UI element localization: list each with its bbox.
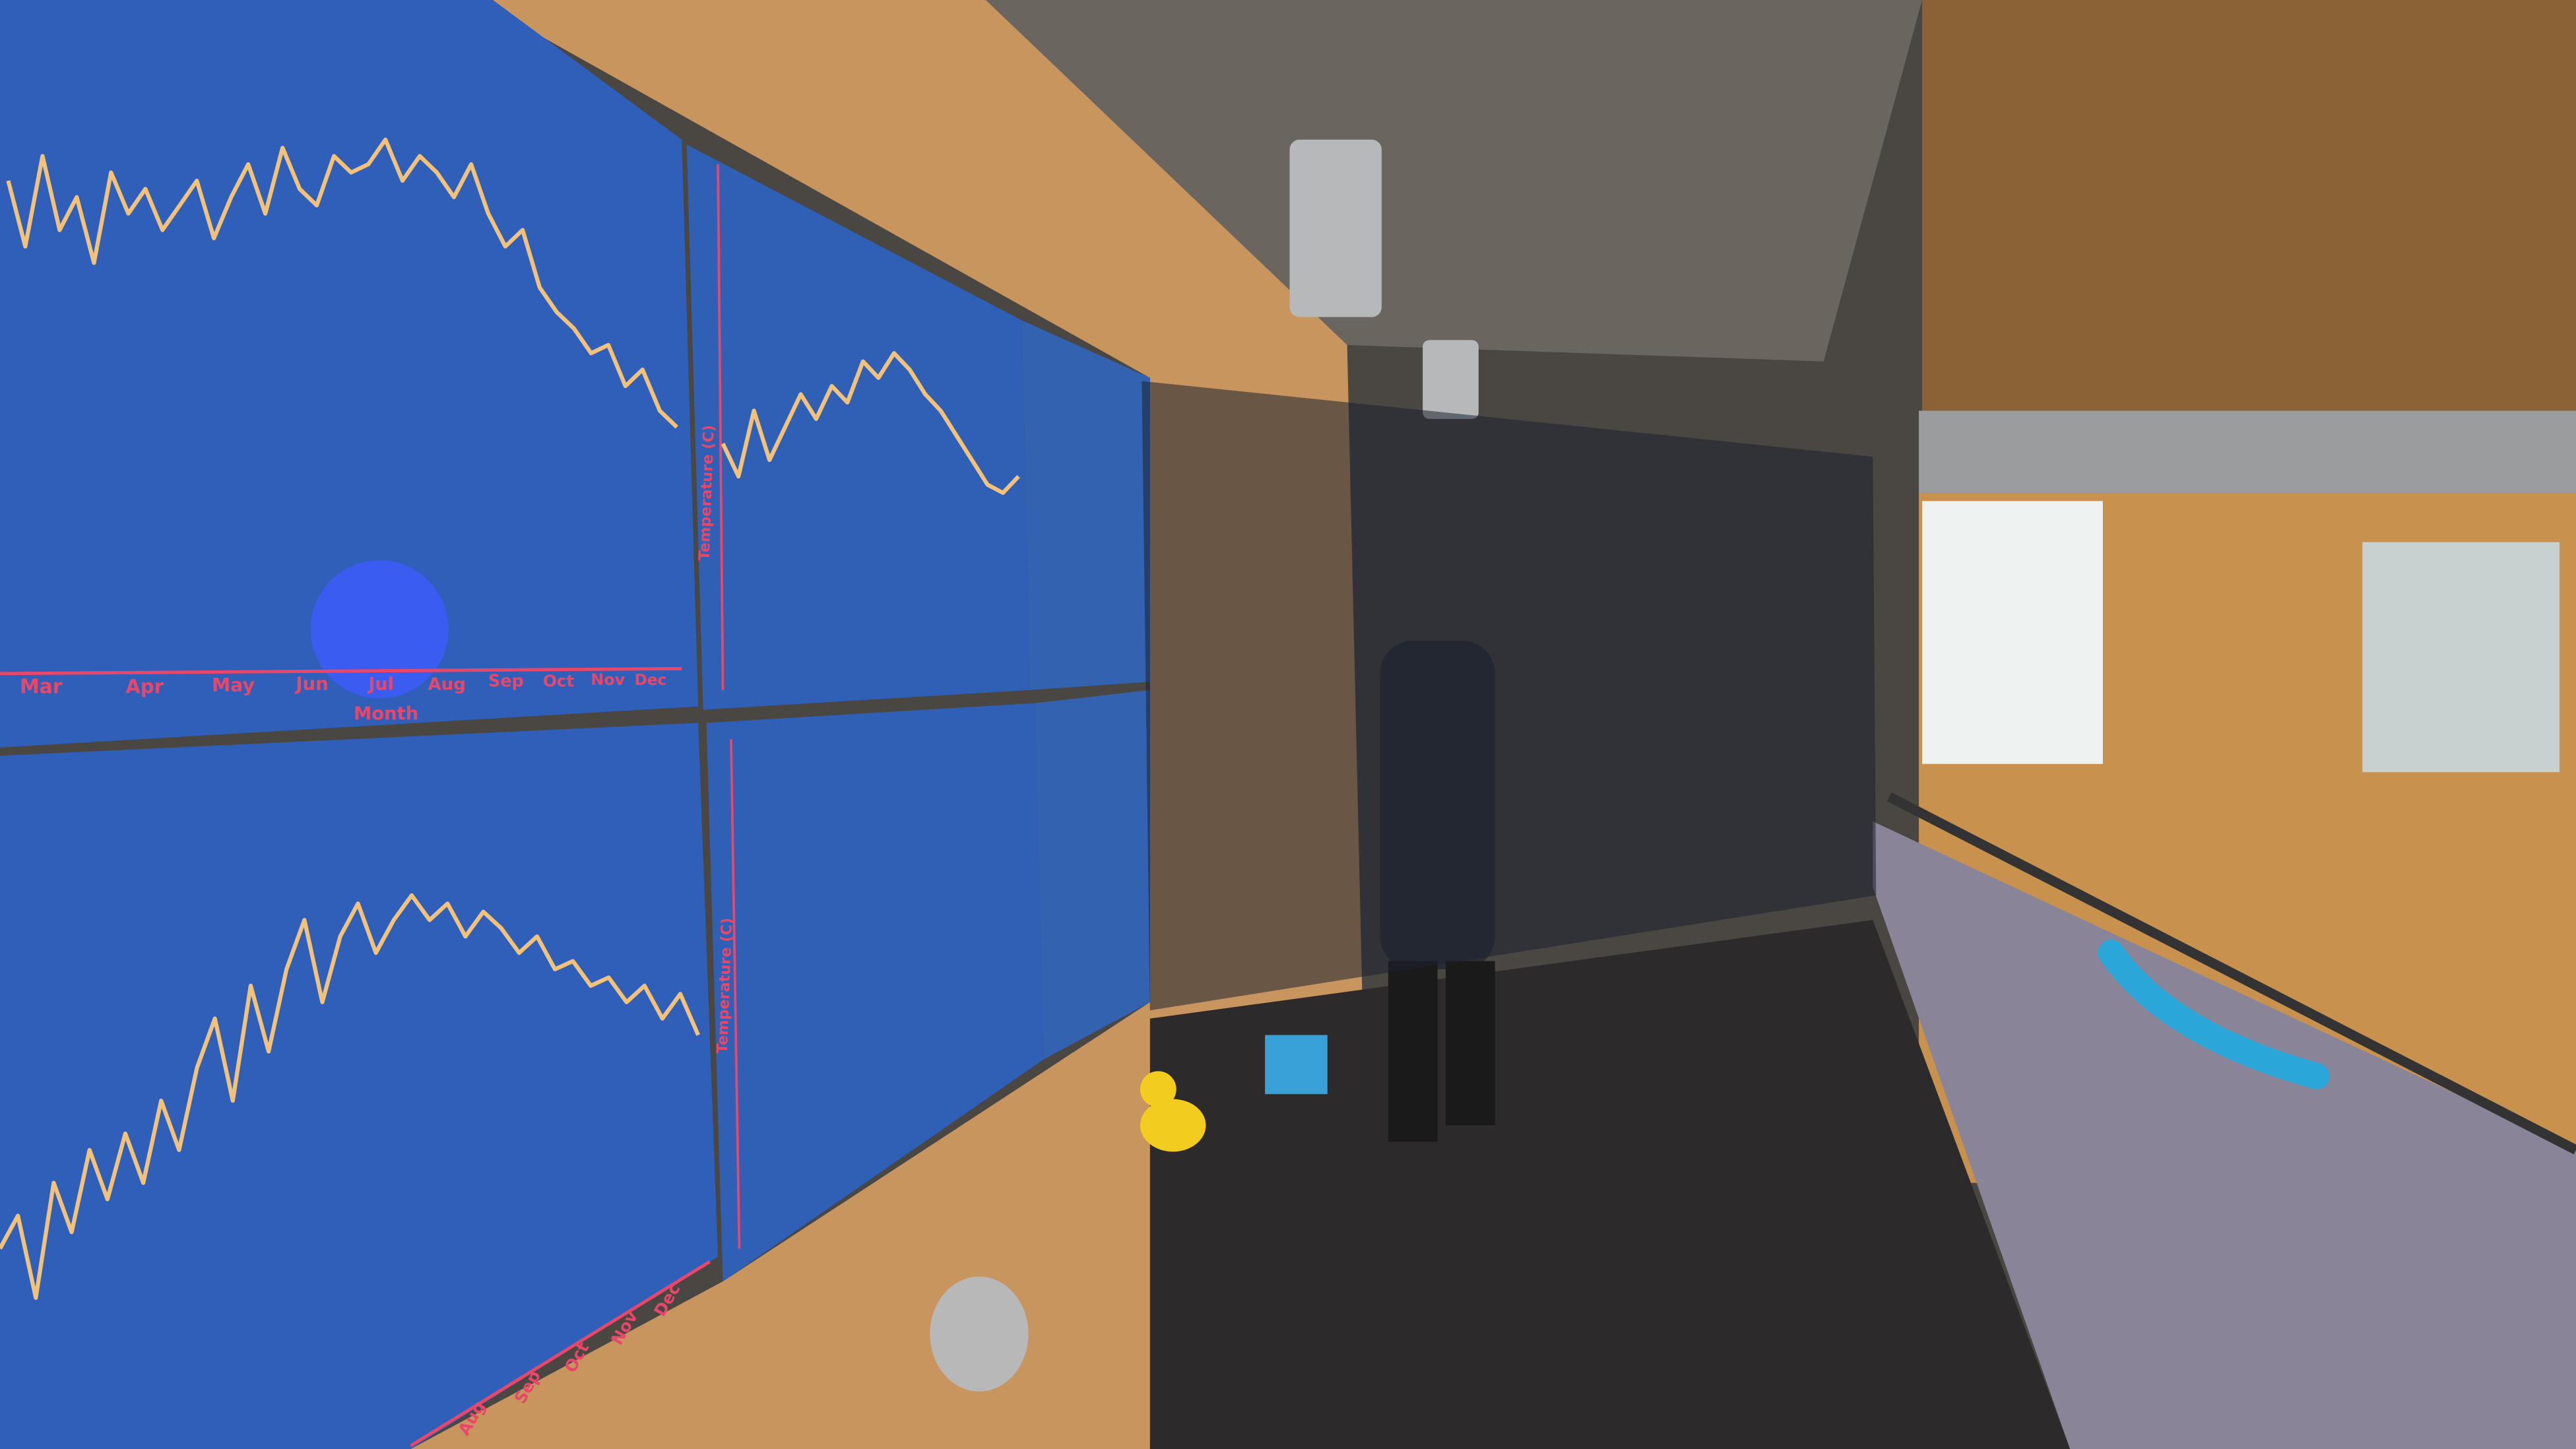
person-leg [1446, 961, 1495, 1126]
ceiling-wood [1922, 0, 2576, 428]
x-tick-label: Mar [20, 676, 63, 699]
elevator [2362, 542, 2560, 773]
x-tick-label: Oct [543, 672, 575, 691]
cursor-blob [310, 560, 449, 699]
duct [1919, 410, 2576, 493]
x-tick-label: Jul [367, 674, 393, 695]
window [1922, 501, 2103, 764]
railing-wall [1873, 821, 2576, 1449]
pool-noodle [2098, 940, 2330, 1089]
x-tick-label: Nov [591, 670, 625, 689]
x-tick-label: Jun [294, 673, 329, 695]
lamp [1423, 340, 1479, 419]
ceiling [985, 0, 1923, 362]
screen [1021, 320, 1150, 690]
screen [1035, 690, 1150, 1060]
x-axis [0, 666, 682, 676]
temperature-line [6, 137, 678, 429]
x-tick-label: Apr [125, 676, 164, 698]
person-leg [1388, 961, 1438, 1142]
x-tick-label: Dec [635, 672, 667, 689]
x-axis-title: Month [354, 704, 418, 724]
screen [686, 145, 1031, 710]
wood-wall [410, 0, 1364, 1449]
lamp [1289, 139, 1382, 317]
rubber-duck [1140, 1071, 1176, 1108]
x-tick-label: Sep [488, 671, 524, 691]
temperature-line [0, 893, 701, 1301]
transparent-screen [1142, 381, 1877, 1011]
y-axis [717, 164, 724, 690]
rubber-duck [1140, 1099, 1206, 1152]
x-tick-label: Aug [428, 675, 466, 695]
bag [930, 1276, 1029, 1392]
screen [0, 0, 699, 748]
x-axis [410, 1260, 711, 1448]
glove [1265, 1035, 1328, 1095]
temperature-line [721, 351, 1020, 496]
floor [1149, 920, 2071, 1449]
x-tick-label: May [212, 674, 255, 696]
screen [706, 703, 1044, 1282]
screen [0, 723, 719, 1449]
handrail [1886, 792, 2576, 1155]
y-axis [730, 739, 741, 1249]
labels: Month Temperature (C) Temperature (C) Ma… [20, 424, 736, 1438]
